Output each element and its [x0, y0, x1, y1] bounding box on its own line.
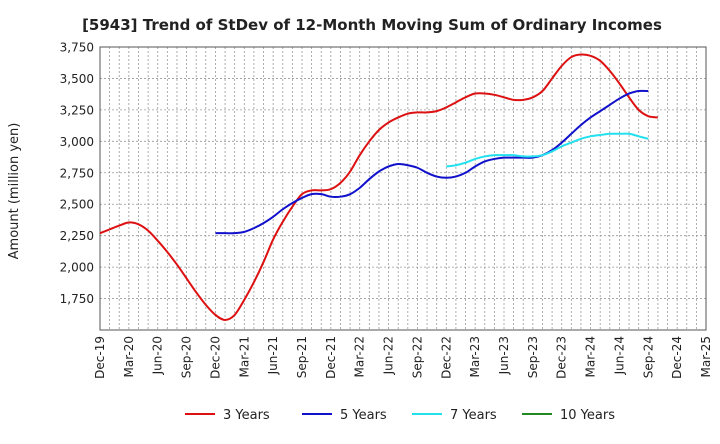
x-tick-label: Dec-24	[670, 336, 684, 379]
series-line-5-years	[215, 89, 649, 235]
grid-layer	[100, 46, 706, 330]
legend-label-5-years: 5 Years	[340, 408, 387, 423]
y-tick-label: 1,750	[60, 292, 94, 306]
x-tick-label: Mar-25	[699, 336, 713, 377]
x-tick-label: Jun-23	[497, 336, 511, 375]
y-ticks: 1,750 2,000 2,250 2,500 2,750 3,000 3,250 3,500…	[60, 41, 94, 307]
x-tick-label: Mar-23	[468, 336, 482, 377]
x-tick-label: Dec-19	[93, 336, 107, 379]
x-tick-label: Jun-22	[382, 336, 396, 375]
y-tick-label: 2,500	[60, 198, 94, 212]
x-tick-label: Mar-24	[584, 336, 598, 377]
chart-title: [5943] Trend of StDev of 12-Month Moving…	[82, 16, 662, 34]
y-tick-label: 3,000	[60, 135, 94, 149]
y-axis-label: Amount (million yen)	[7, 123, 22, 260]
x-tick-label: Jun-20	[151, 336, 165, 375]
y-tick-label: 2,000	[60, 261, 94, 275]
y-tick-label: 2,250	[60, 229, 94, 243]
x-tick-label: Sep-21	[295, 336, 309, 378]
legend-label-7-years: 7 Years	[450, 408, 497, 423]
x-tick-label: Dec-23	[555, 336, 569, 379]
x-tick-label: Dec-21	[324, 336, 338, 379]
series-layer	[99, 53, 659, 321]
y-tick-label: 3,500	[60, 72, 94, 86]
x-tick-label: Mar-21	[237, 336, 251, 377]
x-tick-label: Jun-24	[612, 336, 626, 375]
series-line-7-years	[446, 132, 649, 168]
y-tick-label: 3,250	[60, 103, 94, 117]
y-tick-label: 2,750	[60, 166, 94, 180]
x-tick-label: Sep-24	[641, 336, 655, 378]
x-tick-label: Sep-23	[526, 336, 540, 378]
x-tick-label: Mar-20	[122, 336, 136, 377]
x-tick-label: Dec-22	[439, 336, 453, 379]
legend-label-3-years: 3 Years	[223, 408, 270, 423]
plot-frame	[99, 46, 707, 331]
x-tick-label: Sep-20	[180, 336, 194, 378]
legend: 3 Years 5 Years 7 Years 10 Years	[185, 408, 615, 423]
x-ticks: Dec-19 Mar-20 Jun-20 Sep-20 Dec-20 Mar-21 Jun-…	[93, 336, 713, 379]
x-tick-label: Mar-22	[353, 336, 367, 377]
x-tick-label: Dec-20	[208, 336, 222, 379]
y-tick-label: 3,750	[60, 41, 94, 55]
legend-label-10-years: 10 Years	[560, 408, 615, 423]
x-tick-label: Jun-21	[266, 336, 280, 375]
x-tick-label: Sep-22	[410, 336, 424, 378]
series-line-3-years	[99, 53, 659, 321]
